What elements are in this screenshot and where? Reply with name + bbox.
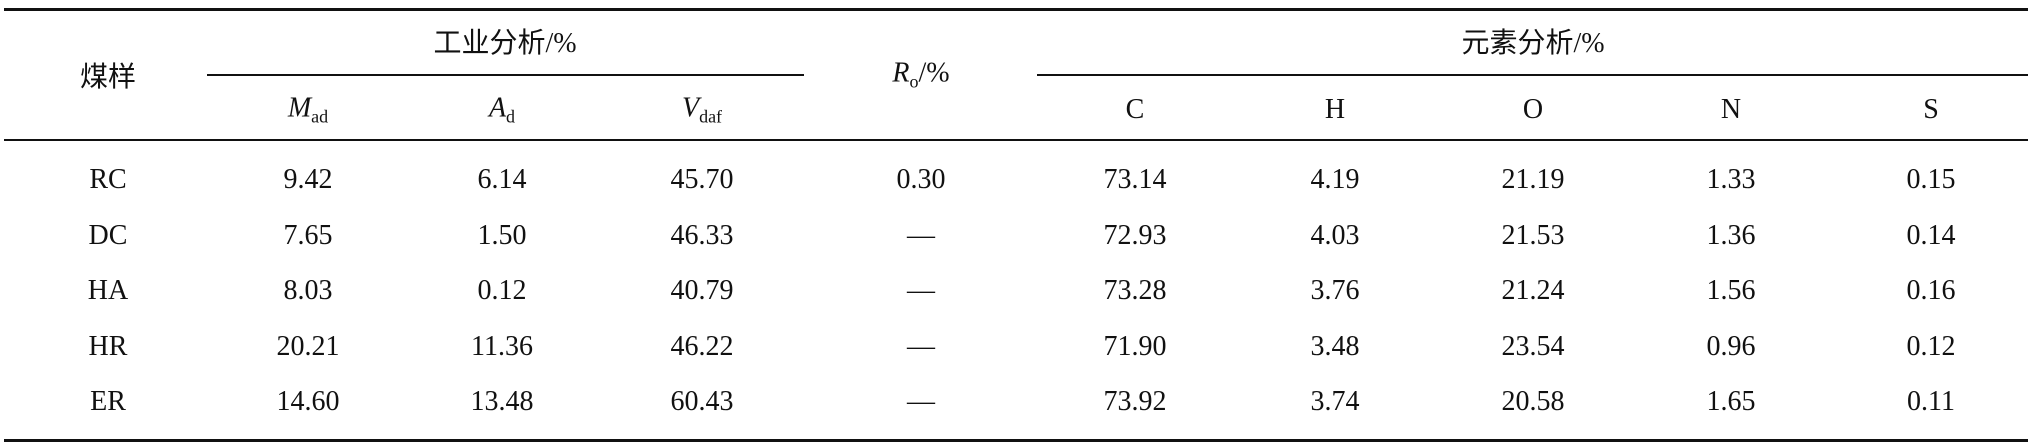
cell: 1.36 — [1706, 219, 1756, 251]
top-rule — [4, 8, 2028, 11]
cell: 0.14 — [1906, 219, 1956, 251]
header-cell: O — [1522, 94, 1544, 125]
cell: 7.65 — [283, 219, 333, 251]
cell: 21.24 — [1501, 275, 1565, 306]
symbol: V — [681, 92, 700, 124]
cell: 40.79 — [670, 275, 734, 306]
symbol: R — [892, 57, 910, 89]
cell: — — [907, 275, 935, 306]
cell: 23.54 — [1501, 330, 1565, 362]
group-rule — [207, 74, 804, 76]
cell: 13.48 — [470, 386, 534, 417]
cell: 3.74 — [1310, 386, 1360, 417]
header-rule — [4, 139, 2028, 141]
cell: 4.19 — [1310, 164, 1360, 195]
cell: 21.19 — [1501, 164, 1565, 195]
cell: 11.36 — [471, 330, 533, 362]
bottom-rule — [4, 439, 2028, 442]
cell: 73.92 — [1103, 386, 1167, 417]
cell: 8.03 — [283, 275, 333, 306]
cell: 72.93 — [1103, 219, 1167, 251]
cell: 21.53 — [1501, 219, 1565, 251]
cell: 3.48 — [1310, 330, 1360, 362]
cell: 20.21 — [276, 330, 340, 362]
subscript: d — [506, 106, 516, 127]
symbol: M — [287, 92, 312, 124]
cell: 46.33 — [670, 219, 734, 251]
cell: 0.96 — [1706, 330, 1756, 362]
cell: HA — [87, 275, 129, 306]
header-cell: H — [1324, 94, 1346, 125]
cell: 3.76 — [1310, 275, 1360, 306]
cell: 0.16 — [1906, 275, 1956, 306]
cell: 73.14 — [1103, 164, 1167, 195]
cell: 46.22 — [670, 330, 734, 362]
cell: 0.11 — [1907, 386, 1955, 417]
cell: 0.30 — [896, 164, 946, 195]
cell: 1.50 — [477, 219, 527, 251]
subscript: daf — [699, 106, 723, 127]
header-cell: Vdaf — [682, 93, 722, 128]
header-cell: Mad — [288, 93, 328, 128]
subscript: ad — [311, 106, 329, 127]
cell: DC — [88, 219, 128, 251]
cell: 14.60 — [276, 386, 340, 417]
cell: 20.58 — [1501, 386, 1565, 417]
cell: — — [907, 386, 935, 417]
cell: — — [907, 219, 935, 251]
cell: 0.12 — [1906, 330, 1956, 362]
cell: 0.15 — [1906, 164, 1956, 195]
symbol: A — [488, 92, 507, 124]
cell: 0.12 — [477, 275, 527, 306]
header-cell: 煤样 — [79, 62, 137, 93]
cell: 9.42 — [283, 164, 333, 195]
group-header: 元素分析/% — [1461, 28, 1605, 59]
cell: — — [907, 330, 935, 362]
cell: RC — [89, 164, 127, 195]
header-cell: N — [1720, 94, 1742, 125]
header-cell: C — [1125, 94, 1145, 125]
group-rule — [1037, 74, 2028, 76]
cell: 4.03 — [1310, 219, 1360, 251]
cell: 6.14 — [477, 164, 527, 195]
cell: HR — [88, 330, 128, 362]
cell: 1.65 — [1706, 386, 1756, 417]
unit: /% — [918, 57, 950, 89]
group-header: 工业分析/% — [433, 28, 577, 59]
cell: ER — [90, 386, 126, 417]
cell: 1.56 — [1706, 275, 1756, 306]
header-cell: Ad — [489, 93, 515, 128]
header-cell: Ro/% — [892, 58, 949, 93]
cell: 45.70 — [670, 164, 734, 195]
cell: 71.90 — [1103, 330, 1167, 362]
cell: 1.33 — [1706, 164, 1756, 195]
cell: 73.28 — [1103, 275, 1167, 306]
cell: 60.43 — [670, 386, 734, 417]
subscript: o — [909, 71, 919, 92]
header-cell: S — [1923, 94, 1939, 125]
